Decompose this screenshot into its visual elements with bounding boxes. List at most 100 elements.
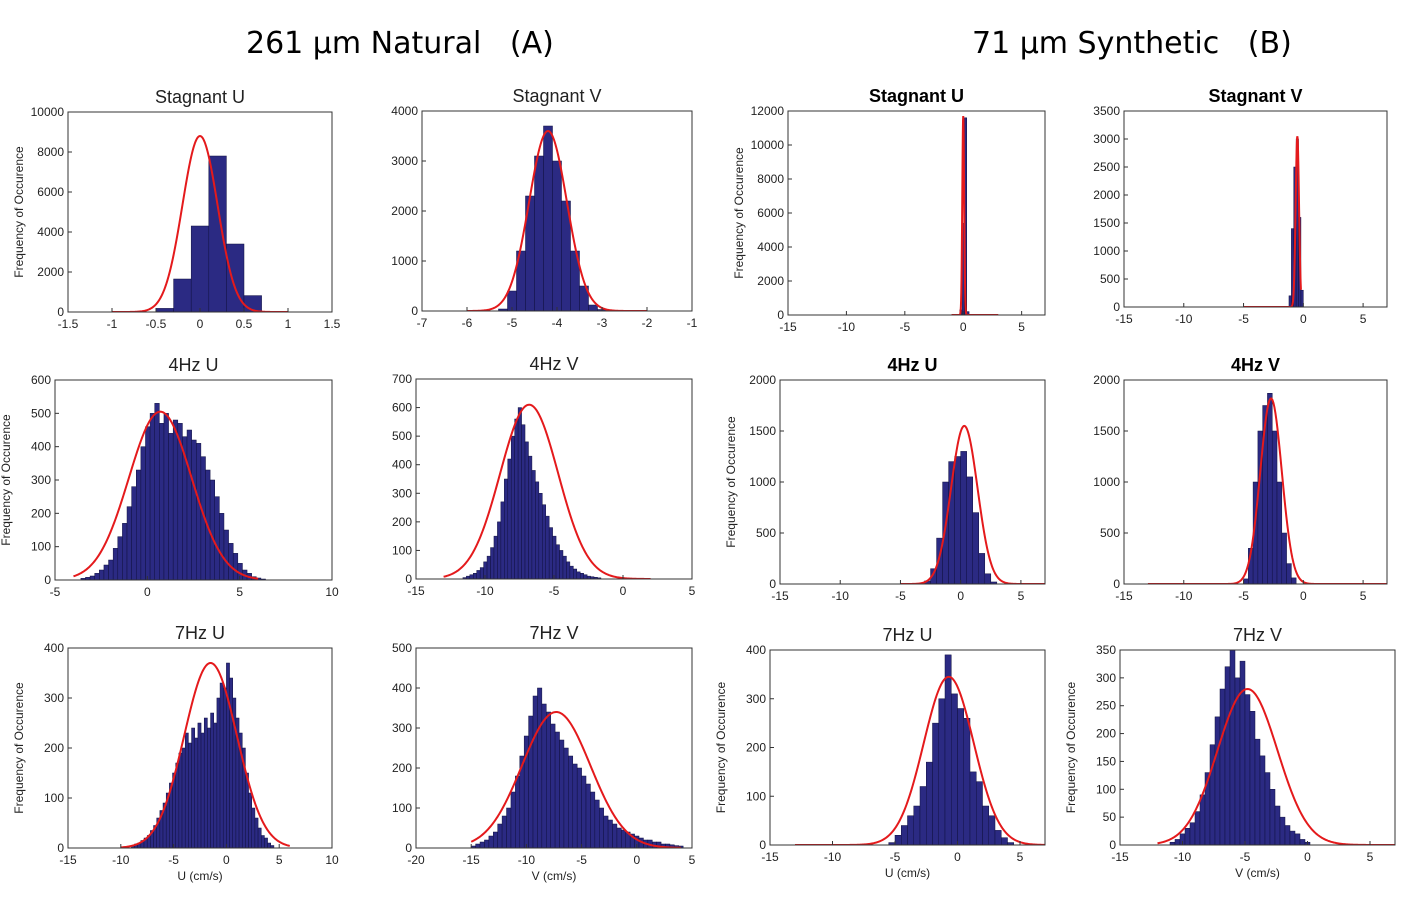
histogram-bar	[1269, 789, 1276, 845]
y-tick-label: 8000	[757, 172, 784, 186]
histogram-bar	[594, 799, 600, 848]
y-tick-label: 200	[44, 741, 64, 755]
chart-title: 7Hz U	[175, 623, 225, 643]
y-tick-label: 1000	[391, 254, 418, 268]
chart-panel: Stagnant V -7 -6 -5 -4 -3 -2 -1 0 1000 2000 3000 400…	[391, 86, 697, 330]
histogram-bar	[1249, 711, 1256, 845]
y-tick-label: 400	[746, 643, 766, 657]
x-axis-label: V (cm/s)	[1235, 866, 1280, 880]
histogram-bar	[988, 815, 996, 845]
y-tick-label: 0	[405, 572, 412, 586]
histogram-bar	[486, 555, 491, 579]
x-tick-label: -6	[462, 316, 473, 330]
x-tick-label: -5	[50, 585, 61, 599]
histogram-bar	[228, 543, 234, 580]
x-tick-label: 5	[1360, 589, 1367, 603]
histogram-bar	[583, 574, 588, 579]
chart-title: Stagnant V	[1208, 86, 1302, 106]
histogram-bar	[484, 839, 490, 848]
x-tick-label: 5	[1018, 589, 1025, 603]
y-tick-label: 100	[392, 801, 412, 815]
x-tick-label: -15	[1115, 312, 1133, 326]
histogram-bar	[126, 506, 132, 580]
histogram-bar	[554, 731, 560, 848]
histogram-bar	[173, 278, 192, 312]
histogram-bar	[500, 501, 505, 579]
chart-panel: Stagnant U -15 -10 -5 0 5 0 2000 4000 6000 8000 100…	[732, 86, 1046, 334]
histogram-bar	[528, 455, 533, 579]
histogram-bar	[538, 493, 543, 579]
y-tick-label: 500	[392, 429, 412, 443]
histogram-bar	[497, 521, 502, 579]
y-axis-label: Frequency of Occurence	[0, 414, 13, 546]
histogram-bar	[566, 561, 571, 579]
normal-fit-line	[73, 410, 259, 580]
y-tick-label: 700	[392, 372, 412, 386]
chart-panel: 4Hz V -15 -10 -5 0 5 0 500 1000 1500 2000	[1093, 355, 1388, 603]
histogram-bar	[603, 815, 609, 848]
normal-fit-line	[120, 662, 290, 848]
chart-panel: 4Hz U-5 0 5 100100200300400500600Frequency …	[0, 355, 339, 599]
y-tick-label: 0	[405, 841, 412, 855]
histogram-bar	[559, 739, 565, 848]
y-tick-label: 300	[44, 691, 64, 705]
histogram-bar	[576, 571, 581, 579]
chart-title: Stagnant U	[869, 86, 964, 106]
normal-fit-line	[470, 710, 681, 848]
histogram-bar	[112, 548, 119, 580]
y-tick-label: 1000	[1093, 475, 1120, 489]
histogram-bar	[907, 815, 914, 845]
y-tick-label: 200	[1096, 727, 1116, 741]
histogram-bar	[216, 697, 221, 848]
histogram-bar	[497, 823, 503, 848]
x-tick-label: -0.5	[146, 317, 167, 331]
x-tick-label: -10	[1175, 589, 1193, 603]
plot-frame	[779, 379, 1046, 585]
histogram-bar	[154, 403, 160, 580]
chart-title: 7Hz V	[1233, 625, 1282, 645]
histogram-bar	[1271, 430, 1278, 584]
histogram-bar	[568, 755, 574, 848]
y-tick-label: 2000	[37, 265, 64, 279]
histogram-bar	[901, 825, 908, 845]
histogram-bar	[1001, 837, 1008, 845]
histogram-bar	[1244, 694, 1251, 845]
x-tick-label: -10	[824, 850, 842, 864]
y-tick-label: 300	[392, 486, 412, 500]
histogram-bar	[1288, 295, 1292, 307]
histogram-bar	[251, 807, 256, 848]
histogram-bar	[1274, 805, 1281, 845]
x-tick-label: -10	[476, 584, 494, 598]
y-tick-label: 4000	[391, 104, 418, 118]
histogram-bar	[951, 693, 958, 845]
histogram-bar	[94, 573, 100, 580]
histogram-bar	[1194, 811, 1201, 845]
y-tick-label: 0	[769, 577, 776, 591]
histogram-bar	[944, 654, 952, 845]
y-tick-label: 2000	[749, 373, 776, 387]
histogram-bar	[1281, 532, 1287, 584]
y-axis-label: Frequency of Occurence	[732, 147, 746, 279]
chart-panel: Stagnant V -15 -10 -5 0 5 0 500 1000 1500 2000 2500…	[1093, 86, 1388, 326]
y-tick-label: 100	[746, 789, 766, 803]
chart-title: 7Hz U	[882, 625, 932, 645]
histogram-bar	[89, 575, 95, 580]
y-tick-label: 3000	[391, 154, 418, 168]
histogram-bar	[149, 413, 155, 580]
histogram-bar	[552, 535, 557, 579]
histogram-bar	[1291, 577, 1297, 584]
x-tick-label: 5	[236, 585, 243, 599]
x-tick-label: 5	[1367, 850, 1374, 864]
histogram-bar	[535, 481, 540, 579]
y-tick-label: 0	[411, 304, 418, 318]
x-tick-label: -10	[518, 853, 536, 867]
histogram-bar	[510, 435, 515, 579]
chart-title: 4Hz U	[168, 355, 218, 375]
plot-frame	[415, 647, 693, 849]
histogram-bar	[588, 304, 598, 311]
y-axis-label: Frequency of Occurence	[1064, 681, 1078, 813]
x-tick-label: -15	[407, 584, 425, 598]
y-axis-label: Frequency of Occurence	[12, 682, 26, 814]
x-tick-label: -1	[687, 316, 698, 330]
histogram-bar	[188, 742, 192, 848]
